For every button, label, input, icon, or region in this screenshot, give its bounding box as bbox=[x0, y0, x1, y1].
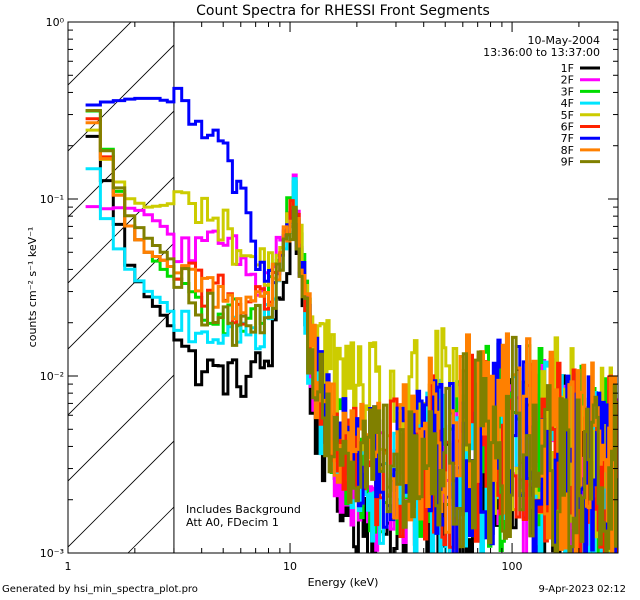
timestamp-text: 9-Apr-2023 02:12 bbox=[538, 584, 626, 595]
y-tick-label: 10⁰ bbox=[46, 16, 65, 29]
x-axis-label: Energy (keV) bbox=[308, 576, 379, 589]
y-axis-label: counts cm⁻² s⁻¹ keV⁻¹ bbox=[26, 227, 39, 348]
plot-frame bbox=[67, 21, 619, 554]
legend-label: 8F bbox=[561, 144, 574, 157]
annotation-attenuator: Att A0, FDecim 1 bbox=[186, 516, 279, 529]
legend-label: 3F bbox=[561, 85, 574, 98]
hatch-line bbox=[68, 440, 174, 548]
series-layer bbox=[85, 86, 618, 553]
date-label: 10-May-2004 bbox=[528, 34, 600, 47]
series-8F bbox=[85, 121, 618, 553]
generated-by-text: Generated by hsi_min_spectra_plot.pro bbox=[2, 584, 198, 595]
y-tick-label: 10⁻³ bbox=[40, 547, 64, 560]
legend-label: 2F bbox=[561, 74, 574, 87]
x-tick-label: 1 bbox=[65, 560, 72, 573]
hatch-line bbox=[68, 44, 174, 152]
hatch-line bbox=[68, 176, 174, 284]
legend-label: 7F bbox=[561, 132, 574, 145]
annotation-background: Includes Background bbox=[186, 503, 301, 516]
y-tick-label: 10⁻² bbox=[40, 370, 64, 383]
hatch-line bbox=[68, 110, 174, 218]
series-9F bbox=[85, 109, 618, 553]
x-tick-label: 10 bbox=[283, 560, 297, 573]
y-tick-labels: 10⁰ 10⁻¹ 10⁻² 10⁻³ bbox=[40, 16, 65, 560]
x-tick-label: 100 bbox=[502, 560, 523, 573]
legend-label: 1F bbox=[561, 62, 574, 75]
x-tick-labels: 1 10 100 bbox=[65, 560, 523, 573]
hatch-line bbox=[68, 308, 174, 416]
legend-label: 4F bbox=[561, 97, 574, 110]
legend-label: 5F bbox=[561, 109, 574, 122]
legend-label: 6F bbox=[561, 121, 574, 134]
hatch-line bbox=[127, 506, 174, 553]
legend-label: 9F bbox=[561, 156, 574, 169]
chart-title: Count Spectra for RHESSI Front Segments bbox=[196, 3, 490, 19]
hatch-line bbox=[68, 374, 174, 482]
time-range-label: 13:36:00 to 13:37:00 bbox=[483, 46, 600, 59]
y-tick-label: 10⁻¹ bbox=[40, 193, 64, 206]
axis-ticks bbox=[67, 21, 619, 554]
